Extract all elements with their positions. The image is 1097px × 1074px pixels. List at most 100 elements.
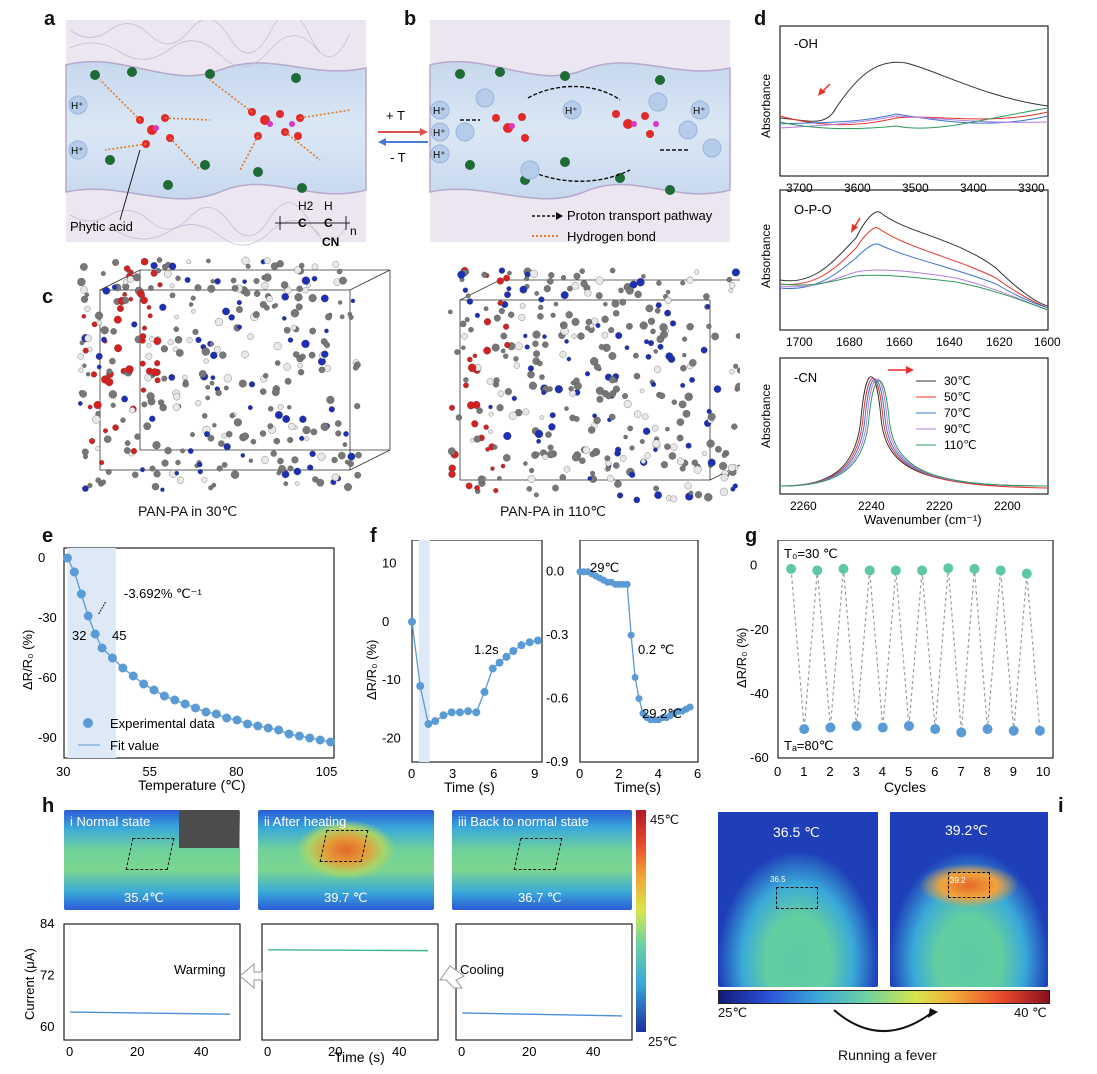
md-atom xyxy=(603,301,608,307)
md-atom xyxy=(77,353,84,360)
md-atom xyxy=(542,341,549,348)
md-atom xyxy=(490,466,495,471)
wavenumber-label: Wavenumber (cm⁻¹) xyxy=(864,512,982,527)
md-atom xyxy=(498,307,505,315)
md-atom xyxy=(175,275,181,281)
g-high-point xyxy=(812,565,823,576)
md-atom xyxy=(503,274,510,282)
e-legend-marker xyxy=(83,718,93,728)
md-atom xyxy=(629,445,635,451)
absorbance-label: Absorbance xyxy=(759,224,773,288)
md-atom xyxy=(706,439,715,448)
md-atom xyxy=(678,400,687,409)
md-atom xyxy=(311,275,318,282)
e-data-point xyxy=(284,729,294,739)
h-xtick: 20 xyxy=(328,1044,342,1059)
legend-70: 70℃ xyxy=(944,406,971,420)
md-atom xyxy=(461,345,466,350)
md-atom xyxy=(161,459,169,467)
f-right-xtick: 0 xyxy=(576,766,583,781)
md-atom xyxy=(125,365,134,374)
md-atom xyxy=(205,384,211,390)
md-atom xyxy=(488,429,494,434)
md-atom xyxy=(207,434,215,442)
md-atom xyxy=(693,465,702,474)
md-atom xyxy=(493,488,499,494)
md-atom xyxy=(728,288,734,293)
md-atom xyxy=(497,476,502,481)
polymer-cn: CN xyxy=(322,235,339,249)
md-atom xyxy=(203,358,209,364)
md-atom xyxy=(657,343,664,350)
e-data-point xyxy=(294,731,304,741)
panel-label-i: i xyxy=(1058,795,1064,817)
md-atom xyxy=(293,467,302,476)
md-atom xyxy=(308,294,317,303)
md-atom xyxy=(264,257,271,265)
e-data-point xyxy=(201,707,211,717)
md-atom xyxy=(720,473,729,482)
md-atom xyxy=(680,364,687,372)
panel-label-h: h xyxy=(42,795,55,817)
md-atom xyxy=(653,349,658,354)
e-xtick: 55 xyxy=(143,764,157,779)
md-atom xyxy=(474,485,480,491)
md-atom xyxy=(169,283,175,289)
e-data-point xyxy=(232,715,242,725)
g-xtick: 6 xyxy=(931,764,938,779)
md-atom xyxy=(173,326,180,332)
h-warming-label: Warming xyxy=(174,962,226,977)
md-atom xyxy=(219,351,227,359)
md-atom xyxy=(169,292,176,299)
md-atom xyxy=(352,364,359,371)
g-low-point xyxy=(1008,725,1019,736)
md-atom xyxy=(613,462,620,469)
md-atom xyxy=(564,406,569,411)
md-atom xyxy=(100,271,106,276)
md-atom xyxy=(644,452,651,459)
md-atom xyxy=(84,334,92,343)
md-atom xyxy=(212,423,217,428)
md-atom xyxy=(157,399,165,406)
md-atom xyxy=(324,328,329,334)
md-atom xyxy=(195,336,202,343)
md-atom xyxy=(259,430,267,437)
md-atom xyxy=(229,412,235,419)
e-data-point xyxy=(326,737,336,747)
md-atom xyxy=(207,284,216,293)
md-atom xyxy=(668,452,677,460)
panel-label-e: e xyxy=(42,525,54,547)
md-atom xyxy=(665,289,671,295)
md-atom xyxy=(626,322,633,330)
md-atom xyxy=(611,299,620,308)
thermal-recovered-temp: 36.7 ℃ xyxy=(518,890,562,905)
thermal-normal-temp: 35.4℃ xyxy=(124,890,164,905)
md-atom xyxy=(537,313,544,320)
md-atom xyxy=(307,464,314,471)
md-atom xyxy=(595,323,601,328)
md-atom xyxy=(247,405,253,411)
ftir-oh: -OH Absorbance 3700 3600 3500 3400 3300 xyxy=(759,25,1049,195)
md-atom xyxy=(215,389,222,397)
e-ytick: 0 xyxy=(38,550,45,565)
md-atom xyxy=(660,461,668,469)
opo-tick: 1680 xyxy=(836,335,863,349)
md-atom xyxy=(642,413,649,420)
e-data-point xyxy=(149,685,159,695)
md-atom xyxy=(721,452,727,458)
md-atom xyxy=(175,349,184,357)
md-atom xyxy=(283,363,291,371)
md-atom xyxy=(496,404,504,412)
md-atom xyxy=(112,424,119,431)
oh-tick: 3600 xyxy=(844,181,871,195)
md-atom xyxy=(584,325,591,331)
md-atom xyxy=(248,381,256,388)
g-ytick: 0 xyxy=(750,558,757,573)
md-atom xyxy=(160,487,165,492)
md-atom xyxy=(309,327,317,335)
md-atom xyxy=(524,276,530,282)
hplus-label: H⁺ xyxy=(71,146,84,157)
md-atom xyxy=(101,336,107,343)
h-cooling-arrow xyxy=(439,965,465,989)
md-atom xyxy=(282,415,291,423)
